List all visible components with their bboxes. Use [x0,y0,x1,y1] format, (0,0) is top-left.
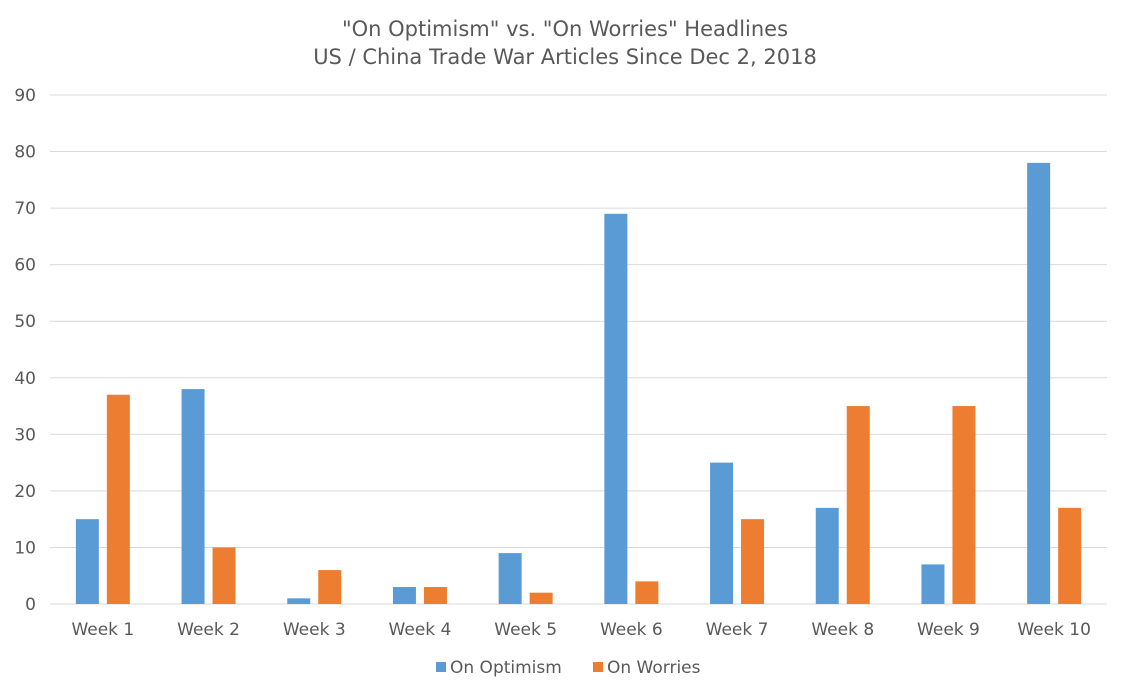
x-tick-label: Week 1 [71,620,134,640]
x-tick-label: Week 4 [389,620,452,640]
legend-swatch-on-optimism [436,662,446,672]
x-tick-label: Week 9 [917,620,980,640]
y-tick-label: 60 [14,256,36,276]
bar-on-worries-week-1 [106,394,130,604]
bar-on-worries-week-7 [741,519,765,604]
bar-on-optimism-week-5 [498,553,522,604]
bar-on-worries-week-10 [1058,507,1082,604]
x-axis-ticks: Week 1 Week 2 Week 3 Week 4 Week 5 Week 6 Week… [71,620,1091,640]
chart-subtitle: US / China Trade War Articles Since Dec … [313,45,817,69]
x-tick-label: Week 8 [811,620,874,640]
bar-on-optimism-week-3 [287,598,311,604]
bar-on-optimism-week-10 [1027,162,1051,604]
y-tick-label: 30 [14,425,36,445]
bar-on-optimism-week-4 [392,587,416,604]
bar-on-optimism-week-6 [604,213,628,604]
bar-on-optimism-week-2 [181,389,205,604]
legend-swatch-on-worries [593,662,603,672]
y-tick-label: 40 [14,369,36,389]
legend-label-on-worries: On Worries [607,658,701,678]
y-tick-label: 50 [14,312,36,332]
bar-on-worries-week-4 [423,587,447,604]
bar-on-optimism-week-7 [710,462,734,604]
bar-on-worries-week-9 [952,406,976,604]
legend-label-on-optimism: On Optimism [450,658,562,678]
y-tick-label: 0 [25,595,36,615]
y-tick-label: 80 [14,143,36,163]
x-tick-label: Week 6 [600,620,663,640]
x-tick-label: Week 7 [706,620,769,640]
chart-title: "On Optimism" vs. "On Worries" Headlines [342,17,788,41]
y-tick-label: 90 [14,86,36,106]
legend: On Optimism On Worries [436,658,701,678]
bars [75,162,1082,604]
bar-on-worries-week-3 [318,570,342,604]
x-tick-label: Week 3 [283,620,346,640]
bar-on-optimism-week-8 [815,507,839,604]
bar-on-worries-week-2 [212,547,236,604]
y-tick-label: 20 [14,482,36,502]
bar-on-worries-week-5 [529,592,553,604]
y-axis-ticks: 0 10 20 30 40 50 60 70 80 90 [14,86,36,615]
gridlines [50,94,1107,605]
bar-on-worries-week-8 [846,406,870,604]
x-tick-label: Week 2 [177,620,240,640]
bar-on-optimism-week-9 [921,564,945,604]
y-tick-label: 10 [14,538,36,558]
y-tick-label: 70 [14,199,36,219]
bar-on-worries-week-6 [635,581,659,604]
bar-on-optimism-week-1 [75,519,99,604]
x-tick-label: Week 5 [494,620,557,640]
x-tick-label: Week 10 [1017,620,1091,640]
